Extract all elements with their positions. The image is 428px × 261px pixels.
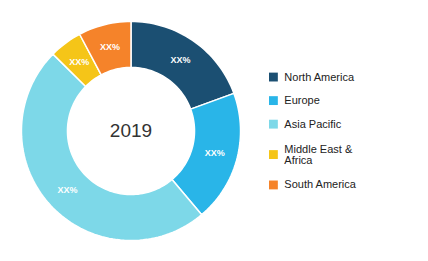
svg-text:Middle East &Africa: Middle East &Africa	[284, 143, 353, 166]
svg-text:2019: 2019	[110, 120, 152, 141]
svg-text:XX%: XX%	[58, 185, 78, 195]
svg-text:XX%: XX%	[100, 42, 120, 52]
svg-text:XX%: XX%	[171, 55, 191, 65]
svg-text:North America: North America	[284, 71, 355, 83]
svg-text:South America: South America	[284, 178, 356, 190]
svg-text:Asia Pacific: Asia Pacific	[284, 118, 341, 130]
svg-text:Europe: Europe	[284, 94, 319, 106]
svg-text:XX%: XX%	[69, 56, 89, 66]
svg-text:XX%: XX%	[205, 148, 225, 158]
